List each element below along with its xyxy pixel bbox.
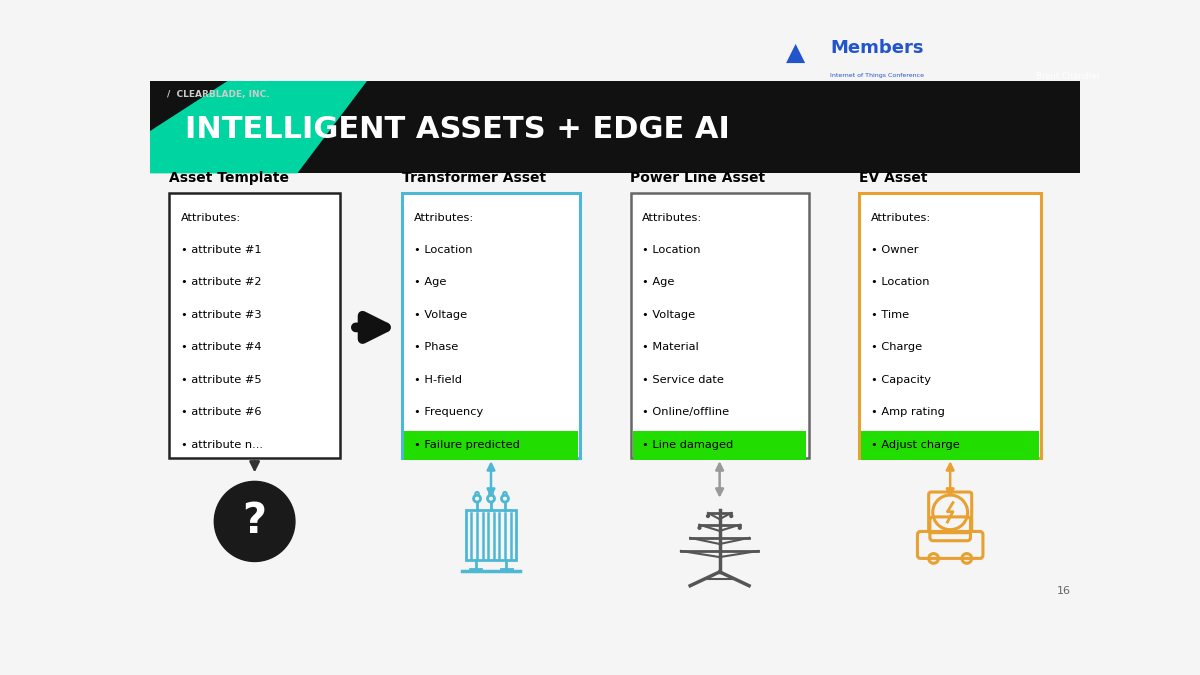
Text: • attribute #6: • attribute #6 [181, 407, 262, 417]
FancyBboxPatch shape [859, 192, 1042, 458]
Text: • Service date: • Service date [642, 375, 724, 385]
Text: • Failure predicted: • Failure predicted [414, 439, 520, 450]
Text: Transformer Asset: Transformer Asset [402, 171, 546, 185]
Text: • Age: • Age [414, 277, 446, 288]
Text: • attribute #5: • attribute #5 [181, 375, 262, 385]
FancyBboxPatch shape [862, 431, 1039, 460]
Text: • attribute #2: • attribute #2 [181, 277, 262, 288]
Text: • Phase: • Phase [414, 342, 457, 352]
Text: • Location: • Location [871, 277, 929, 288]
Text: • attribute #4: • attribute #4 [181, 342, 262, 352]
Text: Attributes:: Attributes: [414, 213, 474, 223]
Text: • Material: • Material [642, 342, 698, 352]
FancyBboxPatch shape [150, 81, 1080, 173]
Text: INTELLIGENT ASSETS + EDGE AI: INTELLIGENT ASSETS + EDGE AI [185, 115, 730, 144]
Text: • Voltage: • Voltage [414, 310, 467, 320]
Polygon shape [150, 81, 367, 173]
Circle shape [698, 526, 701, 529]
Text: • Time: • Time [871, 310, 908, 320]
Text: • Owner: • Owner [871, 245, 918, 255]
Text: 16: 16 [1057, 586, 1070, 596]
Text: /  CLEARBLADE, INC.: / CLEARBLADE, INC. [167, 90, 270, 99]
Text: • Amp rating: • Amp rating [871, 407, 944, 417]
Text: • attribute #1: • attribute #1 [181, 245, 262, 255]
Text: • attribute #3: • attribute #3 [181, 310, 262, 320]
Text: • Voltage: • Voltage [642, 310, 695, 320]
Circle shape [730, 514, 733, 518]
Text: ?: ? [242, 500, 266, 543]
Text: Attributes:: Attributes: [181, 213, 241, 223]
Text: • Line damaged: • Line damaged [642, 439, 733, 450]
Text: • attribute n...: • attribute n... [181, 439, 263, 450]
Text: Members: Members [830, 38, 924, 57]
Text: • Frequency: • Frequency [414, 407, 482, 417]
FancyBboxPatch shape [630, 192, 809, 458]
Text: • Location: • Location [414, 245, 472, 255]
Text: • Location: • Location [642, 245, 701, 255]
FancyBboxPatch shape [632, 431, 806, 460]
Text: • Charge: • Charge [871, 342, 922, 352]
Text: Asset Template: Asset Template [169, 171, 289, 185]
Text: EV Asset: EV Asset [859, 171, 928, 185]
Text: Power Line Asset: Power Line Asset [630, 171, 766, 185]
Text: • Age: • Age [642, 277, 674, 288]
Text: • Online/offline: • Online/offline [642, 407, 730, 417]
FancyBboxPatch shape [402, 192, 580, 458]
Text: • Capacity: • Capacity [871, 375, 931, 385]
Text: Attributes:: Attributes: [871, 213, 931, 223]
Text: • H-field: • H-field [414, 375, 462, 385]
Text: Internet of Things Conference: Internet of Things Conference [830, 73, 924, 78]
FancyBboxPatch shape [404, 431, 578, 460]
Circle shape [738, 526, 742, 529]
Text: • Adjust charge: • Adjust charge [871, 439, 960, 450]
Text: Attributes:: Attributes: [642, 213, 702, 223]
Circle shape [707, 514, 709, 518]
Text: ▲: ▲ [786, 41, 805, 65]
Polygon shape [150, 81, 228, 131]
FancyBboxPatch shape [169, 192, 340, 458]
Circle shape [215, 481, 295, 562]
Text: Brent Chandler: Brent Chandler [1036, 72, 1100, 81]
